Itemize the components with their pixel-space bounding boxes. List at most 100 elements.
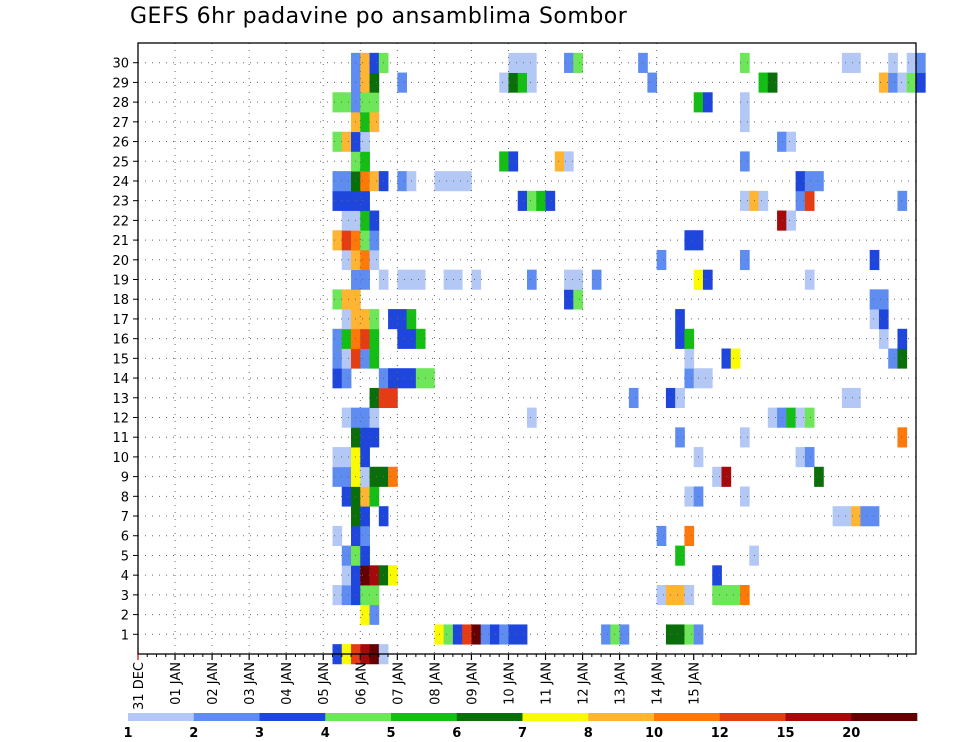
heatmap-cell <box>517 72 528 93</box>
heatmap-cell <box>740 427 750 448</box>
heatmap-cell <box>610 624 621 645</box>
heatmap-cell <box>332 190 343 211</box>
heatmap-cell <box>341 328 352 349</box>
heatmap-cell <box>851 387 861 409</box>
legend-threshold-label: 20 <box>842 726 860 741</box>
y-tick-label: 30 <box>112 57 129 72</box>
chart-title: GEFS 6hr padavine po ansamblima Sombor <box>130 4 628 29</box>
heatmap-cell <box>369 210 380 231</box>
heatmap-cell <box>360 585 370 606</box>
heatmap-cell <box>795 447 806 468</box>
heatmap-cell <box>888 52 898 73</box>
heatmap-cell <box>360 447 370 468</box>
heatmap-cell <box>341 407 352 428</box>
heatmap-cell <box>628 387 639 409</box>
heatmap-cell <box>341 131 352 152</box>
heatmap-cell <box>341 289 352 310</box>
heatmap-cell <box>777 407 787 428</box>
heatmap-cell <box>916 72 926 93</box>
x-tick-label: 15 JAN <box>688 662 703 705</box>
y-tick-label: 19 <box>112 274 129 289</box>
heatmap-cell <box>517 190 528 211</box>
legend-threshold-label: 3 <box>255 726 264 741</box>
x-tick-label: 01 JAN <box>169 662 184 705</box>
x-tick-label: 12 JAN <box>577 662 592 705</box>
heatmap-cell <box>767 72 778 93</box>
heatmap-cell <box>888 348 898 369</box>
heatmap-cell <box>860 506 871 527</box>
heatmap-cell <box>443 269 454 290</box>
heatmap-cell <box>684 525 695 546</box>
y-tick-label: 15 <box>112 352 129 367</box>
y-tick-label: 21 <box>112 234 129 249</box>
y-tick-label: 29 <box>112 76 129 91</box>
heatmap-cell <box>360 269 370 290</box>
heatmap-cell <box>647 72 658 93</box>
heatmap-cell <box>545 190 556 211</box>
heatmap-cell <box>897 190 908 211</box>
heatmap-cell <box>499 624 509 645</box>
heatmap-cell <box>675 545 685 566</box>
heatmap-cell <box>341 368 352 389</box>
y-tick-label: 5 <box>121 549 129 564</box>
heatmap-cell <box>740 585 750 606</box>
heatmap-cell <box>527 190 537 211</box>
heatmap-cell <box>795 407 806 428</box>
dotted-grid <box>138 43 916 654</box>
y-tick-label: 9 <box>121 471 129 486</box>
heatmap-cell <box>388 368 398 389</box>
heatmap-cell <box>369 230 380 251</box>
heatmap-cell <box>619 624 630 645</box>
y-tick-label: 28 <box>112 96 129 111</box>
heatmap-cell <box>841 387 852 409</box>
heatmap-cell <box>369 565 380 586</box>
heatmap-cell <box>341 309 352 330</box>
y-tick-label: 11 <box>112 431 129 446</box>
heatmap-cell <box>804 269 815 290</box>
y-tick-label: 22 <box>112 214 129 229</box>
heatmap-cell <box>499 151 509 172</box>
heatmap-cell <box>527 269 537 290</box>
heatmap-cell <box>341 466 352 487</box>
heatmap-cell <box>804 190 815 211</box>
heatmap-cell <box>499 72 509 93</box>
heatmap-cell <box>360 565 370 586</box>
heatmap-cell <box>360 52 370 73</box>
heatmap-cell <box>332 289 343 310</box>
heatmap-cell <box>369 585 380 606</box>
heatmap-cell <box>332 348 343 369</box>
heatmap-cell <box>369 466 380 487</box>
heatmap-cell <box>388 309 398 330</box>
legend-color-swatch <box>259 713 326 721</box>
x-tick-label: 02 JAN <box>206 662 221 705</box>
heatmap-cell <box>443 171 454 192</box>
heatmap-cell <box>360 407 370 428</box>
heatmap-cell <box>777 210 787 231</box>
heatmap-cell <box>684 230 695 251</box>
heatmap-cell <box>489 624 500 645</box>
heatmap-cell <box>869 309 880 330</box>
heatmap-cell <box>841 52 852 73</box>
heatmap-cell <box>397 328 407 349</box>
heatmap-cell <box>508 151 519 172</box>
heatmap-cell <box>786 407 796 428</box>
heatmap-cell <box>360 506 370 527</box>
heatmap-cell <box>471 269 482 290</box>
heatmap-cell <box>425 368 435 389</box>
heatmap-cell <box>878 309 889 330</box>
legend-color-swatch <box>391 713 458 721</box>
heatmap-cell <box>897 348 908 369</box>
legend-threshold-label: 6 <box>452 726 461 741</box>
y-tick-label: 25 <box>112 155 129 170</box>
legend-color-swatch <box>456 713 523 721</box>
heatmap-cell <box>360 151 370 172</box>
heatmap-cell <box>341 447 352 468</box>
heatmap-cell <box>360 210 370 231</box>
y-tick-label: 2 <box>121 609 129 624</box>
heatmap-cell <box>795 190 806 211</box>
heatmap-cell <box>906 72 917 93</box>
heatmap-cell <box>369 171 380 192</box>
heatmap-cell <box>712 585 722 606</box>
heatmap-cell <box>332 368 343 389</box>
